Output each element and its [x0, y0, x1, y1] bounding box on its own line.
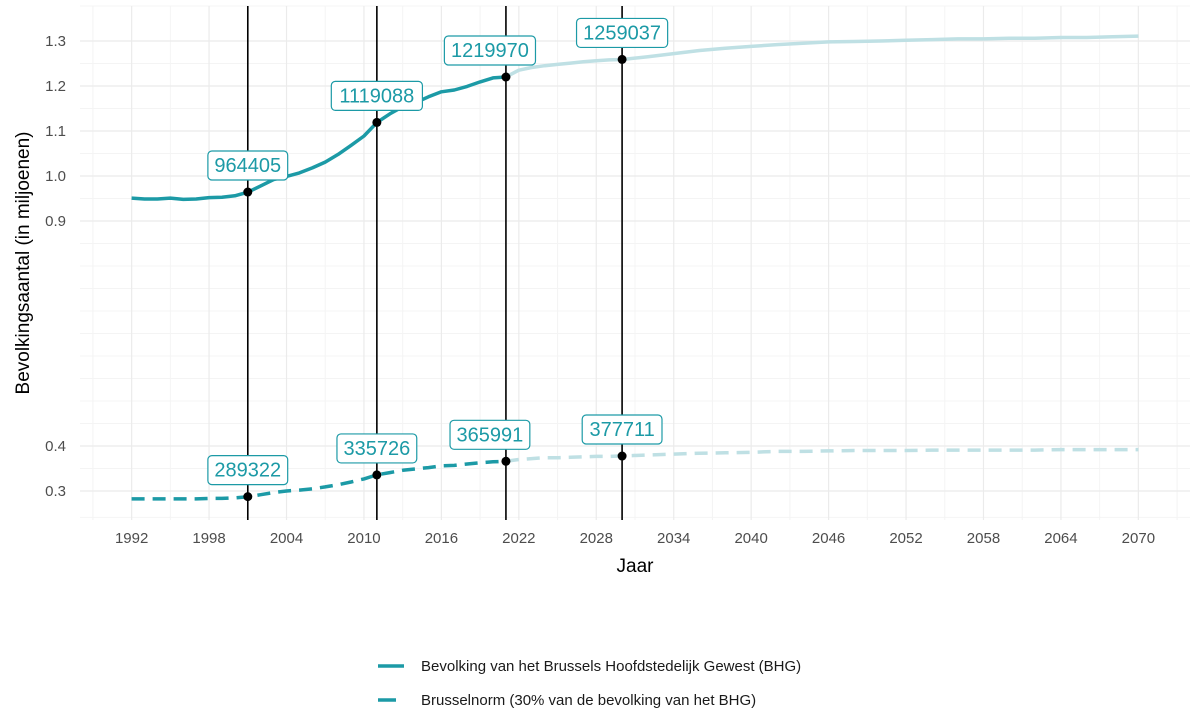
- legend-label-brusselnorm: Brusselnorm (30% van de bevolking van he…: [421, 692, 756, 709]
- callout-label-6: 365991: [457, 424, 524, 446]
- x-tick-label: 2004: [270, 530, 303, 547]
- callout-box-0: [207, 150, 289, 181]
- x-tick-label: 1998: [192, 530, 225, 547]
- x-axis-title: Jaar: [617, 556, 655, 577]
- x-tick-label: 2028: [580, 530, 613, 547]
- data-point-4: [243, 492, 253, 502]
- callout-7: 377711: [581, 414, 663, 445]
- data-point-6: [501, 456, 511, 466]
- y-tick-label: 1.2: [45, 78, 66, 95]
- series-line-1-projected: [505, 447, 1139, 464]
- series-line-0-observed: [131, 75, 507, 202]
- series-layer: [131, 34, 1139, 501]
- callout-label-3: 1259037: [583, 22, 661, 44]
- x-tick-label: 2052: [889, 530, 922, 547]
- y-tick-label: 0.4: [45, 438, 66, 455]
- callout-label-5: 335726: [343, 438, 410, 460]
- callout-box-5: [336, 433, 418, 464]
- data-point-5: [372, 470, 382, 480]
- callout-6: 365991: [449, 419, 531, 450]
- callout-label-0: 964405: [214, 155, 281, 177]
- callout-1: 1119088: [330, 80, 424, 112]
- callout-box-6: [449, 419, 531, 450]
- vline-layer: [246, 6, 623, 520]
- x-tick-label: 2064: [1044, 530, 1077, 547]
- x-tick-label: 1992: [115, 530, 148, 547]
- y-tick-label: 1.3: [45, 33, 66, 50]
- callout-label-1: 1119088: [339, 85, 414, 107]
- callout-box-4: [207, 455, 289, 486]
- series-line-1-observed: [131, 459, 506, 501]
- x-tick-label: 2016: [425, 530, 458, 547]
- data-point-1: [372, 117, 382, 127]
- callout-label-4: 289322: [214, 460, 281, 482]
- data-point-0: [243, 187, 253, 197]
- x-tick-label: 2034: [657, 530, 690, 547]
- y-tick-label: 0.9: [45, 213, 66, 230]
- y-tick-label: 1.1: [45, 123, 66, 140]
- callout-label-2: 1219970: [451, 40, 529, 62]
- x-tick-label: 2010: [347, 530, 380, 547]
- callout-box-1: [330, 80, 424, 112]
- callout-box-7: [581, 414, 663, 445]
- callout-label-7: 377711: [589, 419, 654, 441]
- y-tick-label: 1.0: [45, 168, 66, 185]
- callout-box-2: [443, 35, 537, 66]
- legend-label-population: Bevolking van het Brussels Hoofdstedelij…: [421, 658, 801, 675]
- callout-box-3: [575, 17, 669, 49]
- data-point-3: [617, 54, 627, 64]
- x-tick-label: 2058: [967, 530, 1000, 547]
- y-axis-title: Bevolkingsaantal (in miljoenen): [13, 132, 34, 395]
- x-tick-label: 2046: [812, 530, 845, 547]
- x-tick-label: 2022: [502, 530, 535, 547]
- marker-layer: [243, 54, 627, 502]
- callout-4: 289322: [207, 455, 289, 486]
- data-point-7: [617, 451, 627, 461]
- callout-0: 964405: [207, 150, 289, 181]
- callout-layer: 964405 1119088 1219970 1259037 289322 335726 3…: [207, 17, 669, 486]
- series-line-0-projected: [505, 34, 1139, 79]
- callout-5: 335726: [336, 433, 418, 464]
- tick-layer: 1992 1998 2004 2010 2016 2022 2028 2034 2040 2046…: [45, 33, 1155, 547]
- y-tick-label: 0.3: [45, 483, 66, 500]
- x-tick-label: 2070: [1122, 530, 1155, 547]
- data-point-2: [501, 72, 511, 82]
- x-tick-label: 2040: [734, 530, 767, 547]
- callout-2: 1219970: [443, 35, 537, 66]
- legend: Bevolking van het Brussels Hoofdstedelij…: [378, 658, 801, 709]
- callout-3: 1259037: [575, 17, 669, 49]
